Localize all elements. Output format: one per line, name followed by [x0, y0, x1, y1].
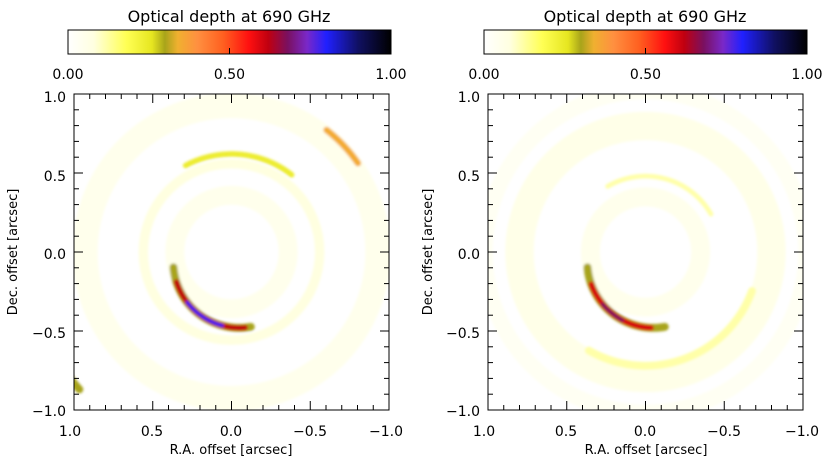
left-optical-depth-arc-8: [182, 151, 295, 178]
left-colorbar-tick-label-max: 1.00: [375, 67, 406, 83]
right-x-tick-label-3: 0.0: [634, 424, 656, 440]
left-colorbar-tick-label-min: 0.00: [52, 67, 83, 83]
left-optical-depth-arc-6: [185, 300, 224, 328]
left-plot-area: [73, 93, 390, 411]
right-x-tick-label-4: −0.5: [707, 424, 741, 440]
right-optical-depth-ring-1: [580, 187, 711, 317]
left-colorbar-tick-label-mid: 0.50: [214, 67, 245, 83]
left-colorbar-title: Optical depth at 690 GHz: [128, 7, 331, 26]
left-y-tick-label-2: 0.5: [44, 169, 66, 185]
left-optical-depth-ring-1: [138, 159, 325, 345]
left-optical-depth-ring-2: [165, 185, 298, 319]
left-y-tick-label-3: 0.0: [44, 247, 66, 263]
left-y-tick-label-1: 1.0: [44, 90, 66, 106]
right-y-tick-label-5: −1.0: [446, 404, 480, 420]
right-y-tick-label-2: 0.5: [458, 169, 480, 185]
right-optical-depth-arc-8: [584, 286, 756, 370]
right-y-tick-label-4: −0.5: [446, 326, 480, 342]
left-panel: Optical depth at 690 GHz 0.00 0.50 1.00 …: [6, 7, 407, 458]
right-optical-depth-arc-6: [601, 302, 624, 322]
right-colorbar: 0.00 0.50 1.00: [468, 29, 823, 83]
left-x-tick-label-5: −1.0: [369, 424, 403, 440]
right-map-background: [488, 94, 803, 410]
right-x-tick-label-5: −1.0: [785, 424, 819, 440]
right-x-tick-label-2: 0.5: [555, 424, 577, 440]
right-x-tick-label-1: 1.0: [473, 424, 495, 440]
right-plot-area: [487, 93, 804, 411]
left-x-tick-label-2: 0.5: [141, 424, 163, 440]
left-optical-depth-arc-7: [323, 126, 362, 167]
right-colorbar-tick-label-min: 0.00: [468, 67, 499, 83]
left-x-axis-label: R.A. offset [arcsec]: [170, 443, 293, 458]
right-x-axis-label: R.A. offset [arcsec]: [585, 443, 708, 458]
left-x-tick-label-1: 1.0: [59, 424, 81, 440]
right-y-axis-label: Dec. offset [arcsec]: [421, 189, 436, 316]
right-optical-depth-arc-7: [605, 173, 714, 217]
right-colorbar-tick-label-mid: 0.50: [630, 67, 661, 83]
right-panel: Optical depth at 690 GHz 0.00 0.50 1.00 …: [421, 7, 823, 458]
right-optical-depth-ring-2: [505, 111, 786, 393]
left-x-tick-label-3: 0.0: [220, 424, 242, 440]
right-y-tick-label-3: 0.0: [458, 247, 480, 263]
left-y-tick-label-5: −1.0: [32, 404, 66, 420]
left-optical-depth-arc-9: [74, 376, 84, 394]
left-colorbar: 0.00 0.50 1.00: [52, 29, 407, 83]
left-y-axis-label: Dec. offset [arcsec]: [6, 189, 21, 316]
left-y-tick-label-4: −0.5: [32, 326, 66, 342]
left-optical-depth-ring-3: [74, 94, 389, 410]
right-colorbar-tick-label-max: 1.00: [791, 67, 822, 83]
left-x-tick-label-4: −0.5: [293, 424, 327, 440]
right-colorbar-title: Optical depth at 690 GHz: [544, 7, 747, 26]
right-y-tick-label-1: 1.0: [458, 90, 480, 106]
